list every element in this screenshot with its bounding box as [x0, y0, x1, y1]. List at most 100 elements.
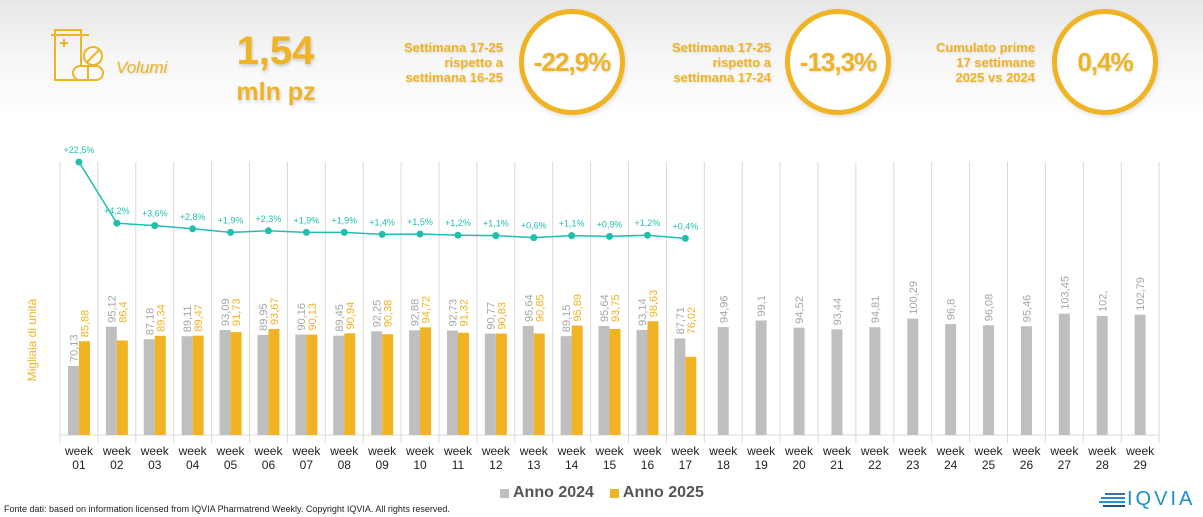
- bar-2024: [371, 331, 383, 435]
- bar-2025: [344, 333, 356, 435]
- data-label-2025: 93,75: [610, 294, 622, 322]
- growth-label: +0,4%: [672, 221, 698, 231]
- kpi-label-line: Cumulato prime: [936, 40, 1035, 55]
- data-label-2024: 99,1: [756, 295, 768, 316]
- x-tick-label: week: [708, 444, 738, 458]
- growth-point: [302, 228, 310, 236]
- x-tick-label: week: [291, 444, 321, 458]
- x-tick-label: 11: [452, 458, 465, 472]
- bar-2024: [484, 333, 496, 435]
- bar-2025: [571, 325, 583, 435]
- x-tick-label: 20: [792, 458, 806, 472]
- bar-2024: [717, 327, 729, 435]
- data-label-2024: 89,15: [561, 305, 573, 333]
- growth-point: [113, 219, 121, 227]
- bar-2024: [143, 339, 155, 435]
- data-label-2024: 90,77: [485, 302, 497, 330]
- data-label-2024: 93,14: [637, 298, 649, 326]
- x-tick-label: week: [253, 444, 283, 458]
- bar-2024: [945, 324, 957, 435]
- data-label-2024: 94,52: [794, 296, 806, 324]
- growth-point: [416, 230, 424, 238]
- bar-2025: [192, 335, 204, 435]
- bar-2024: [1096, 315, 1108, 435]
- bar-2025: [647, 321, 659, 435]
- bar-2024: [295, 334, 307, 435]
- data-label-2025: 90,83: [496, 302, 508, 330]
- x-tick-label: week: [1049, 444, 1079, 458]
- x-tick-label: week: [102, 444, 132, 458]
- kpi-header: Volumi 1,54 mln pz Settimana 17-25 rispe…: [0, 0, 1203, 130]
- data-label-2024: 87,18: [144, 308, 156, 336]
- kpi-label-line: rispetto a: [444, 55, 503, 70]
- bar-2025: [230, 332, 242, 435]
- x-tick-label: week: [178, 444, 208, 458]
- x-tick-label: week: [1011, 444, 1041, 458]
- data-label-2024: 70,13: [68, 334, 80, 362]
- x-tick-label: 24: [944, 458, 958, 472]
- growth-point: [492, 232, 500, 240]
- pill-bottle-icon: [51, 29, 104, 81]
- data-label-2025: 91,32: [458, 299, 470, 327]
- x-tick-label: 07: [300, 458, 314, 472]
- kpi-label-line: settimana 16-25: [405, 70, 503, 85]
- x-tick-label: 08: [338, 458, 352, 472]
- growth-label: +1,1%: [559, 219, 585, 229]
- x-tick-label: week: [64, 444, 94, 458]
- x-tick-label: 18: [717, 458, 731, 472]
- growth-label: +2,8%: [180, 212, 206, 222]
- bar-2024: [869, 327, 881, 435]
- data-label-2025: 95,89: [572, 294, 584, 322]
- growth-point: [454, 231, 462, 239]
- data-label-2024: 103,45: [1059, 276, 1071, 310]
- x-tick-label: 13: [527, 458, 541, 472]
- legend-label-2025: Anno 2025: [622, 484, 704, 501]
- x-tick-label: 09: [375, 458, 389, 472]
- kpi-weekly-vs-prev-week-value: -22,9%: [533, 46, 611, 77]
- growth-point: [340, 228, 348, 236]
- x-tick-label: week: [367, 444, 397, 458]
- bar-2024: [446, 330, 458, 435]
- data-label-2024: 95,46: [1021, 295, 1033, 323]
- growth-label: +2,3%: [256, 214, 282, 224]
- legend-label-2024: Anno 2024: [513, 484, 594, 501]
- data-label-2024: 89,95: [258, 303, 270, 331]
- data-label-2025: 76,02: [686, 307, 698, 335]
- x-tick-label: week: [670, 444, 700, 458]
- source-note: Fonte dati: based on information license…: [4, 504, 450, 514]
- x-tick-label: week: [481, 444, 511, 458]
- bar-2025: [268, 329, 280, 435]
- x-tick-label: 22: [868, 458, 882, 472]
- data-label-2024: 87,71: [675, 307, 687, 335]
- data-label-2024: 92,25: [372, 300, 384, 328]
- x-tick-label: 26: [1020, 458, 1034, 472]
- bar-2024: [67, 365, 79, 435]
- data-label-2025: 90,85: [534, 294, 546, 322]
- x-tick-label: 25: [982, 458, 996, 472]
- data-label-2024: 95,64: [599, 294, 611, 322]
- bar-2024: [1058, 313, 1070, 435]
- x-tick-label: week: [784, 444, 814, 458]
- x-tick-label: 14: [565, 458, 579, 472]
- x-tick-label: 16: [641, 458, 655, 472]
- kpi-label-line: Settimana 17-25: [404, 40, 503, 55]
- x-tick-label: week: [595, 444, 625, 458]
- bar-2024: [1020, 326, 1032, 435]
- bar-2025: [306, 334, 318, 435]
- kpi-label-line: 17 settimane: [956, 55, 1035, 70]
- x-tick-label: week: [898, 444, 928, 458]
- x-tick-label: 27: [1058, 458, 1072, 472]
- bar-2024: [257, 334, 269, 435]
- bar-2025: [154, 335, 166, 435]
- x-tick-label: week: [936, 444, 966, 458]
- bar-2024: [636, 329, 648, 435]
- data-label-2024: 95,12: [106, 295, 118, 323]
- growth-point: [530, 234, 538, 242]
- growth-point: [227, 228, 235, 236]
- bar-2024: [907, 318, 919, 435]
- growth-label: +1,5%: [407, 217, 433, 227]
- x-tick-label: 12: [489, 458, 503, 472]
- iqvia-logo: IQVIA: [1097, 488, 1195, 511]
- data-label-2024: 96,08: [984, 294, 996, 322]
